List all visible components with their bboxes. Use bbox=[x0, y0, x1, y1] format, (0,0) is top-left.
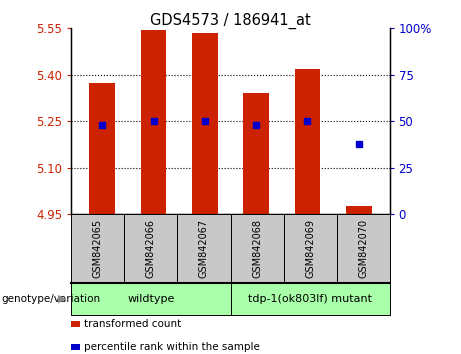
Text: percentile rank within the sample: percentile rank within the sample bbox=[84, 342, 260, 352]
Text: genotype/variation: genotype/variation bbox=[1, 294, 100, 304]
Text: GSM842070: GSM842070 bbox=[358, 219, 368, 278]
Text: transformed count: transformed count bbox=[84, 319, 182, 329]
Text: GSM842069: GSM842069 bbox=[305, 219, 315, 278]
Bar bbox=[243, 93, 269, 214]
Text: GDS4573 / 186941_at: GDS4573 / 186941_at bbox=[150, 12, 311, 29]
Bar bbox=[346, 206, 372, 214]
Text: GSM842065: GSM842065 bbox=[93, 219, 103, 278]
Text: GSM842068: GSM842068 bbox=[252, 219, 262, 278]
Bar bbox=[141, 30, 166, 214]
Text: ▶: ▶ bbox=[59, 294, 67, 304]
Bar bbox=[192, 33, 218, 214]
Text: tdp-1(ok803lf) mutant: tdp-1(ok803lf) mutant bbox=[248, 294, 372, 304]
Bar bbox=[295, 69, 320, 214]
Bar bbox=[89, 82, 115, 214]
Text: wildtype: wildtype bbox=[127, 294, 175, 304]
Text: GSM842067: GSM842067 bbox=[199, 219, 209, 278]
Text: GSM842066: GSM842066 bbox=[146, 219, 156, 278]
